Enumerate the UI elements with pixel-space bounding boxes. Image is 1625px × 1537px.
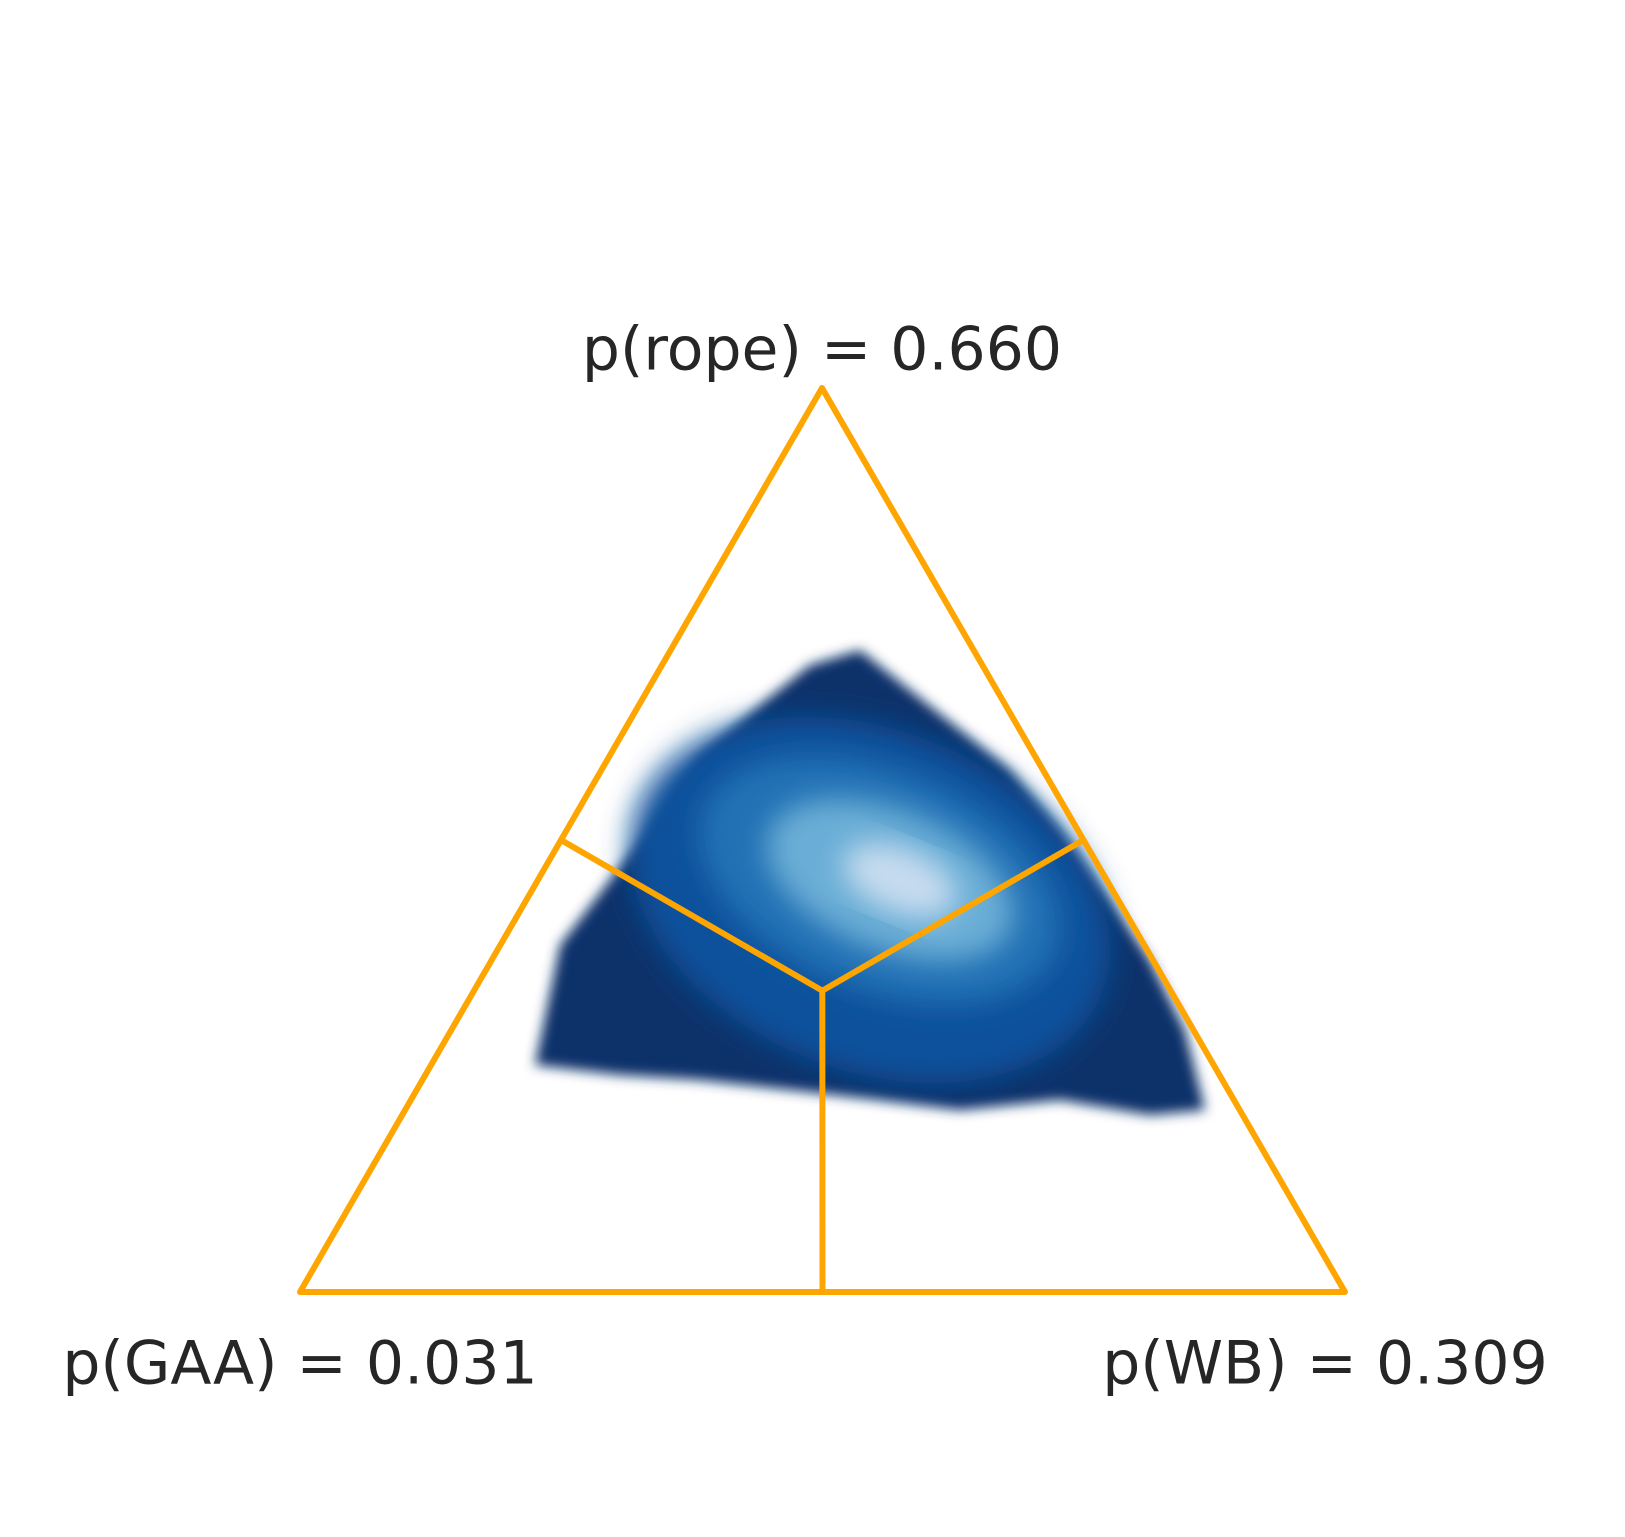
vertex-label-left: p(GAA) = 0.031 (62, 1329, 537, 1399)
ternary-frame (297, 385, 1348, 1295)
region-divider (819, 837, 1087, 994)
density-cloud (535, 650, 1205, 1115)
vertex-label-right: p(WB) = 0.309 (1102, 1329, 1548, 1399)
cloud-layer (843, 842, 957, 918)
region-divider (558, 837, 826, 994)
vertex-label-top: p(rope) = 0.660 (582, 315, 1062, 385)
